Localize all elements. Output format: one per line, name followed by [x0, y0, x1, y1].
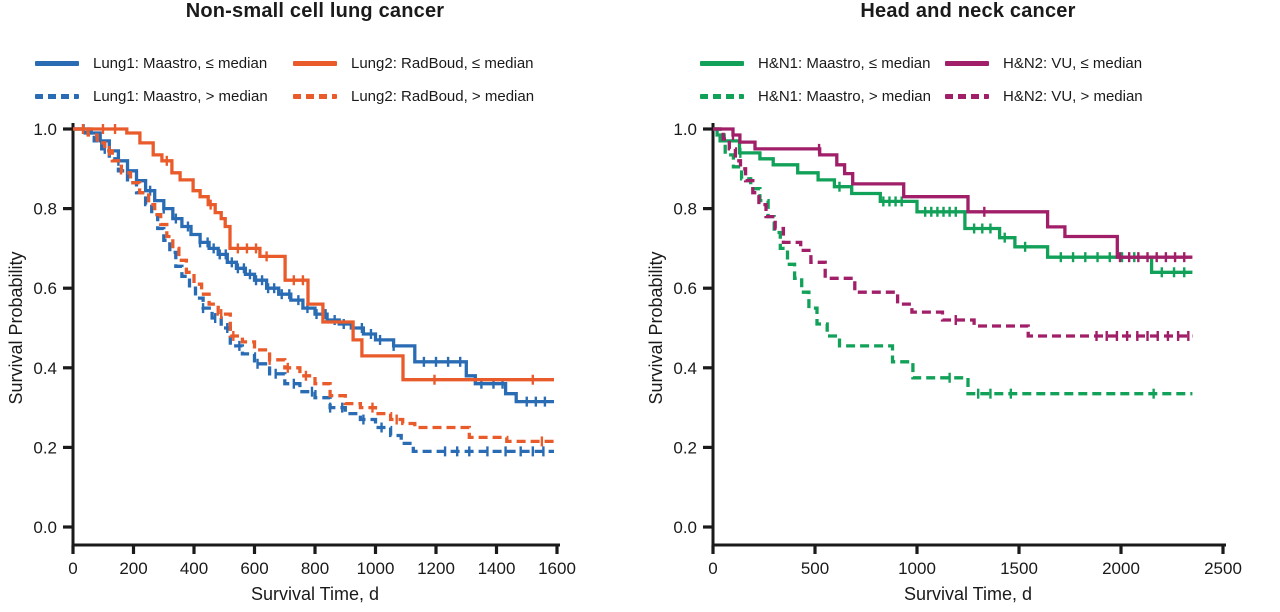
legend-line-swatch — [945, 61, 989, 66]
series-lung1-maastro-median — [73, 127, 554, 457]
x-tick-label: 400 — [180, 559, 208, 578]
legend-line-swatch — [35, 94, 79, 99]
legend-label: Lung2: RadBoud, ≤ median — [351, 55, 534, 72]
legend-label: H&N1: Maastro, ≤ median — [758, 55, 931, 72]
legend-label: H&N2: VU, ≤ median — [1003, 55, 1143, 72]
x-tick-label: 1000 — [357, 559, 395, 578]
y-tick-label: 0.0 — [33, 518, 57, 537]
x-tick-label: 2500 — [1204, 559, 1242, 578]
x-tick-label: 0 — [708, 559, 717, 578]
legend-label: Lung1: Maastro, > median — [93, 88, 268, 105]
y-tick-label: 0.8 — [33, 200, 57, 219]
x-tick-label: 1500 — [1000, 559, 1038, 578]
x-tick-label: 800 — [301, 559, 329, 578]
survival-curve — [73, 127, 554, 382]
legend-line-swatch — [35, 61, 79, 66]
y-tick-label: 1.0 — [33, 120, 57, 139]
legend-line-swatch — [293, 94, 337, 99]
y-tick-label: 0.6 — [673, 279, 697, 298]
legend-item: Lung2: RadBoud, > median — [293, 80, 534, 113]
series-lung2-radboud-median — [73, 124, 554, 385]
y-tick-label: 0.4 — [33, 359, 57, 378]
legend-label: Lung2: RadBoud, > median — [351, 88, 535, 105]
survival-chart-head-neck: 0.0 0.2 0.4 0.6 0.8 1.0 0 500 1000 1500 2000 2500 Su… — [646, 120, 1242, 604]
series-h-n1-maastro-median — [713, 127, 1193, 399]
series-h-n2-vu-median — [713, 127, 1193, 341]
legend-line-swatch — [293, 61, 337, 66]
panel-title: Head and neck cancer — [860, 0, 1076, 22]
survival-curve — [713, 127, 1193, 259]
y-tick-label: 0.8 — [673, 200, 697, 219]
panel-head-neck: Head and neck cancer H&N1: Maastro, ≤ me… — [640, 0, 1280, 612]
legend-item: H&N1: Maastro, ≤ median — [700, 47, 945, 80]
y-tick-label: 0.6 — [33, 279, 57, 298]
legend-line-swatch — [700, 94, 744, 99]
y-tick-label: 0.4 — [673, 359, 697, 378]
panel-title: Non-small cell lung cancer — [185, 0, 445, 22]
y-axis-label: Survival Probability — [646, 251, 666, 404]
x-axis-label: Survival Time, d — [904, 584, 1032, 604]
panel-nsclc: Non-small cell lung cancer Lung1: Maastr… — [6, 0, 576, 604]
survival-curve — [73, 127, 554, 444]
legend-item: Lung2: RadBoud, ≤ median — [293, 47, 534, 80]
series-lung2-radboud-median — [73, 127, 554, 447]
legend-line-swatch — [945, 94, 989, 99]
series-h-n1-maastro-median — [713, 127, 1193, 278]
legend-item: Lung1: Maastro, > median — [35, 80, 293, 113]
y-axis-label: Survival Probability — [6, 251, 26, 404]
x-tick-label: 600 — [240, 559, 268, 578]
survival-curve — [73, 127, 554, 454]
legend-label: Lung1: Maastro, ≤ median — [93, 55, 268, 72]
x-tick-label: 1600 — [538, 559, 576, 578]
x-tick-label: 2000 — [1102, 559, 1140, 578]
x-axis-label: Survival Time, d — [251, 584, 379, 604]
legend: Lung1: Maastro, ≤ median Lung2: RadBoud,… — [35, 47, 534, 113]
legend-item: H&N2: VU, ≤ median — [945, 47, 1143, 80]
y-tick-label: 0.0 — [673, 518, 697, 537]
legend-item: H&N2: VU, > median — [945, 80, 1143, 113]
axes: 0.0 0.2 0.4 0.6 0.8 1.0 0 500 1000 1500 2000 2500 — [673, 120, 1242, 578]
y-tick-label: 0.2 — [673, 438, 697, 457]
legend-label: H&N2: VU, > median — [1003, 88, 1143, 105]
y-tick-label: 0.2 — [33, 438, 57, 457]
x-tick-label: 200 — [119, 559, 147, 578]
legend-line-swatch — [700, 61, 744, 66]
survival-curve — [713, 127, 1193, 274]
series-lung1-maastro-median — [73, 124, 554, 407]
survival-curve — [73, 127, 554, 404]
survival-chart-nsclc: 0.0 0.2 0.4 0.6 0.8 1.0 0 200 400 600 800 1000 1200 1… — [6, 120, 576, 604]
axes: 0.0 0.2 0.4 0.6 0.8 1.0 0 200 400 600 800 1000 1200 1… — [33, 120, 576, 578]
legend-label: H&N1: Maastro, > median — [758, 88, 931, 105]
legend: H&N1: Maastro, ≤ median H&N2: VU, ≤ medi… — [700, 47, 1143, 113]
x-tick-label: 1000 — [898, 559, 936, 578]
series-h-n2-vu-median — [713, 127, 1193, 263]
survival-curve — [713, 127, 1193, 338]
x-tick-label: 1200 — [417, 559, 455, 578]
y-tick-label: 1.0 — [673, 120, 697, 139]
legend-item: Lung1: Maastro, ≤ median — [35, 47, 293, 80]
x-tick-label: 1400 — [478, 559, 516, 578]
x-tick-label: 0 — [68, 559, 77, 578]
survival-curve — [713, 127, 1193, 396]
legend-item: H&N1: Maastro, > median — [700, 80, 945, 113]
x-tick-label: 500 — [801, 559, 829, 578]
